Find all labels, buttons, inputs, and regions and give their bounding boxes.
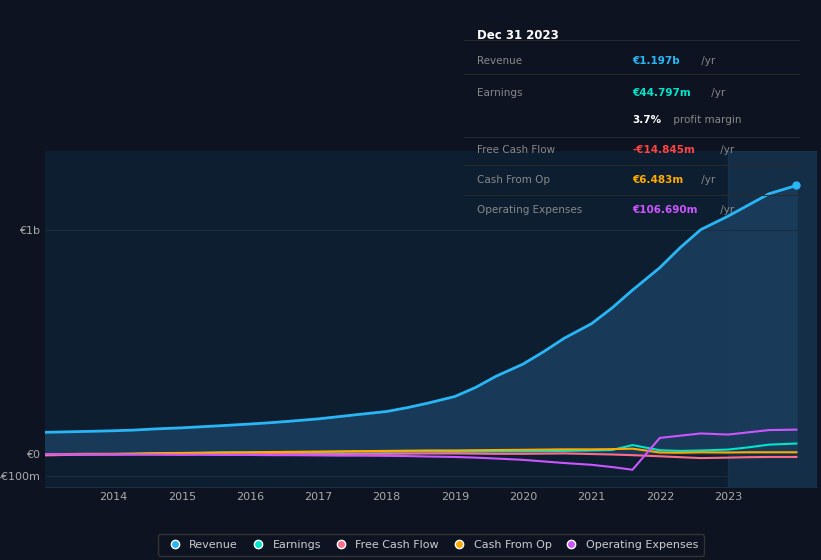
Text: €44.797m: €44.797m	[632, 88, 691, 98]
Text: profit margin: profit margin	[670, 115, 741, 125]
Text: Dec 31 2023: Dec 31 2023	[477, 29, 559, 42]
Text: /yr: /yr	[698, 175, 715, 185]
Text: 3.7%: 3.7%	[632, 115, 661, 125]
Text: -€14.845m: -€14.845m	[632, 145, 695, 155]
Text: /yr: /yr	[698, 56, 715, 66]
Text: €1.197b: €1.197b	[632, 56, 680, 66]
Legend: Revenue, Earnings, Free Cash Flow, Cash From Op, Operating Expenses: Revenue, Earnings, Free Cash Flow, Cash …	[158, 534, 704, 556]
Text: €106.690m: €106.690m	[632, 205, 698, 215]
Text: Operating Expenses: Operating Expenses	[477, 205, 583, 215]
Text: €6.483m: €6.483m	[632, 175, 683, 185]
Text: /yr: /yr	[717, 145, 734, 155]
Text: Free Cash Flow: Free Cash Flow	[477, 145, 556, 155]
Text: /yr: /yr	[708, 88, 725, 98]
Text: /yr: /yr	[717, 205, 734, 215]
Text: Cash From Op: Cash From Op	[477, 175, 550, 185]
Text: Revenue: Revenue	[477, 56, 522, 66]
Bar	[728, 151, 817, 487]
Text: Earnings: Earnings	[477, 88, 523, 98]
